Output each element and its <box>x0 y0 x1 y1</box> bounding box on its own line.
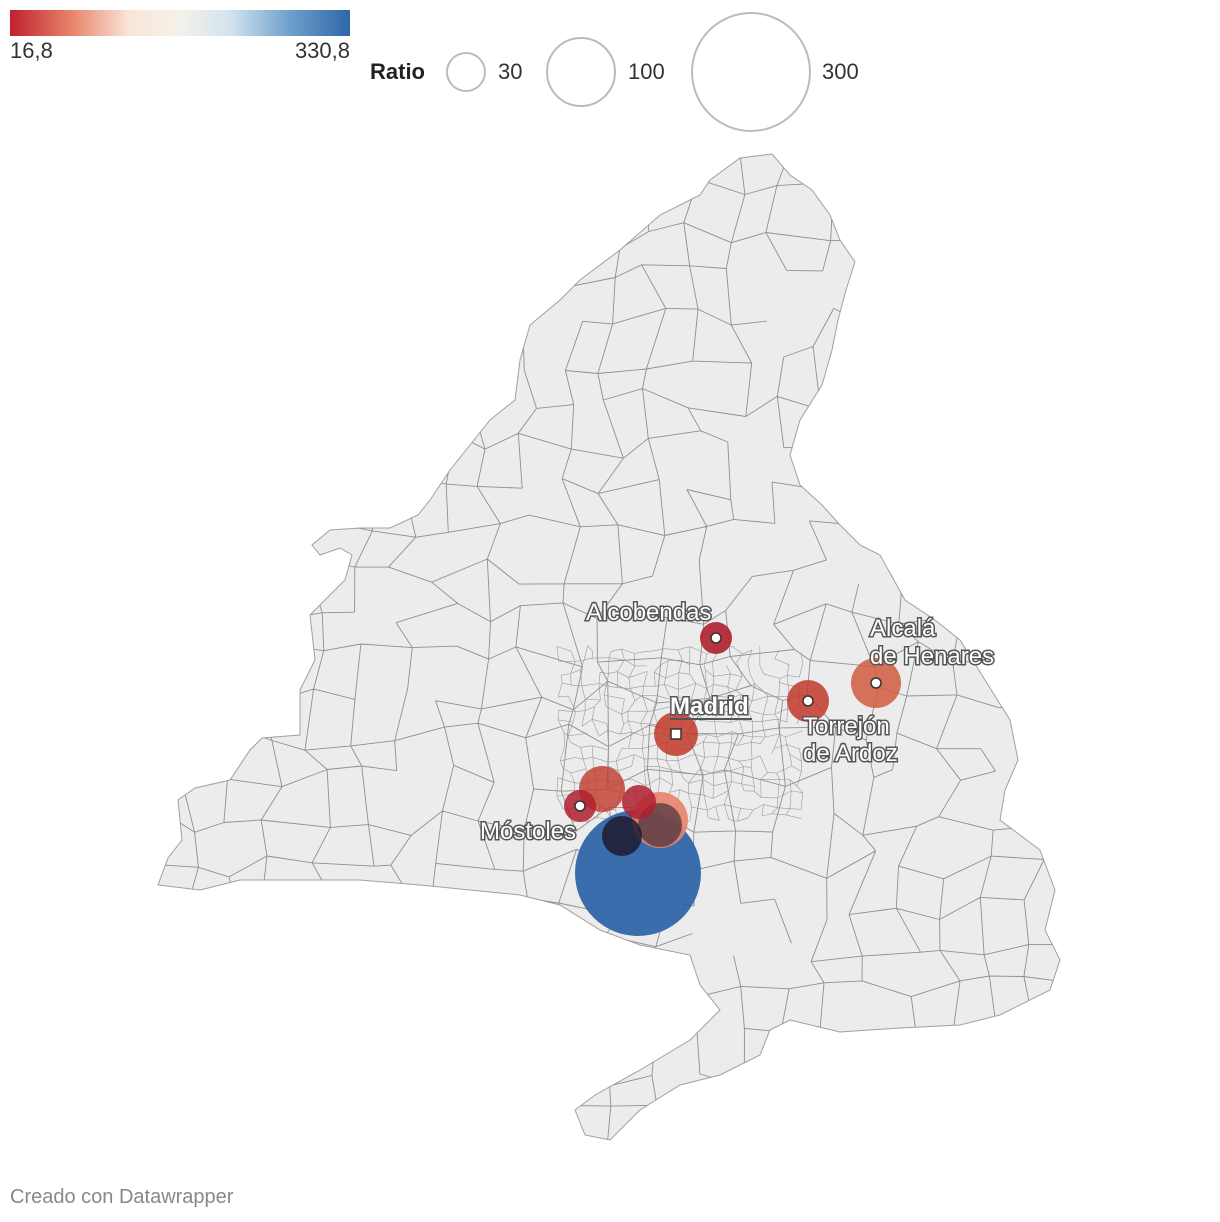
size-legend-circle-large <box>691 12 811 132</box>
label-torrejon-line1: Torrejón <box>803 713 890 740</box>
label-alcobendas: Alcobendas <box>586 599 711 626</box>
bubble-fuenlabrada[interactable] <box>602 816 642 856</box>
label-madrid: Madrid <box>670 693 749 720</box>
alcobendas-marker <box>710 632 722 644</box>
size-legend-circle-small <box>446 52 486 92</box>
color-scale-bar <box>10 10 350 36</box>
size-legend-label-small: 30 <box>498 59 522 84</box>
size-legend-label-medium: 100 <box>628 59 665 84</box>
size-legend: Ratio 30 100 300 <box>370 12 859 132</box>
label-mostoles: Móstoles <box>480 818 576 845</box>
size-legend-circle-medium <box>546 37 616 107</box>
bubble-leganes-small[interactable] <box>622 785 656 819</box>
datawrapper-credit[interactable]: Creado con Datawrapper <box>10 1186 234 1208</box>
size-legend-title: Ratio <box>370 59 425 84</box>
size-legend-label-large: 300 <box>822 59 859 84</box>
bubble-layer <box>564 622 901 936</box>
city-markers <box>574 632 882 812</box>
label-alcala-line1: Alcalá <box>870 615 936 642</box>
color-scale-legend: 16,8 330,8 <box>10 10 350 63</box>
label-torrejon-line2: de Ardoz <box>803 740 898 767</box>
mostoles-marker <box>574 800 586 812</box>
color-scale-min-label: 16,8 <box>10 38 53 63</box>
madrid-capital-marker <box>670 728 682 740</box>
alcala-marker <box>870 677 882 689</box>
color-scale-max-label: 330,8 <box>295 38 350 63</box>
city-labels: Alcobendas Alcalá de Henares Madrid Torr… <box>479 598 996 847</box>
torrejon-marker <box>802 695 814 707</box>
label-alcala-line2: de Henares <box>870 643 994 670</box>
